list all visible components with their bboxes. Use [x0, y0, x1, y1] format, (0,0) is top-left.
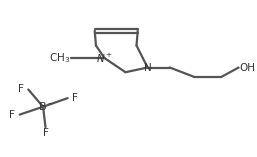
- Text: OH: OH: [240, 62, 256, 73]
- Text: F: F: [43, 128, 48, 138]
- Text: F: F: [9, 110, 15, 120]
- Text: B: B: [39, 102, 47, 112]
- Text: N: N: [144, 62, 151, 73]
- Text: $N^+$: $N^+$: [96, 51, 113, 65]
- Text: CH$_3$: CH$_3$: [49, 51, 70, 65]
- Text: F: F: [72, 93, 78, 103]
- Text: $^-$: $^-$: [46, 100, 54, 109]
- Text: F: F: [18, 84, 24, 95]
